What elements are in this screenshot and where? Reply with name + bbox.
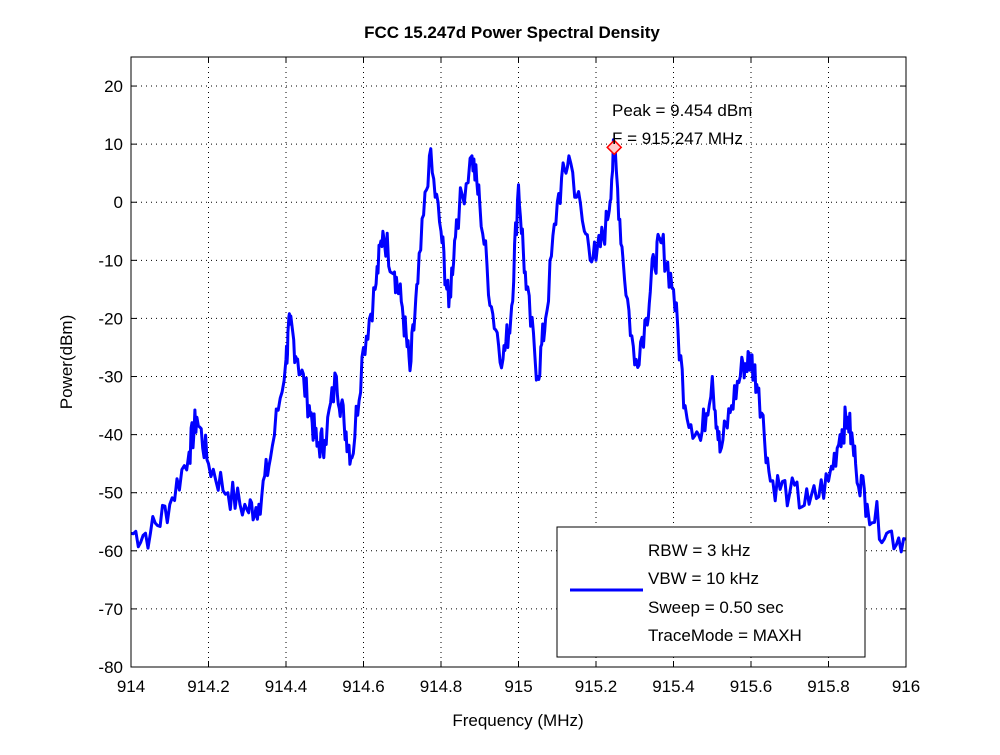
x-tick-label: 914 [117,677,145,696]
x-tick-label: 914.4 [265,677,308,696]
legend-entry-sweep: Sweep = 0.50 sec [648,598,784,617]
y-tick-label: -60 [98,542,123,561]
y-tick-label: -70 [98,600,123,619]
legend-entry-vbw: VBW = 10 kHz [648,569,759,588]
y-tick-label: 20 [104,77,123,96]
chart-title: FCC 15.247d Power Spectral Density [364,23,660,42]
x-tick-label: 914.6 [342,677,385,696]
y-tick-label: -80 [98,658,123,677]
x-tick-label: 914.8 [420,677,463,696]
legend: RBW = 3 kHz VBW = 10 kHz Sweep = 0.50 se… [556,526,866,658]
x-tick-label: 915.8 [807,677,850,696]
trace-line [130,138,907,554]
y-tick-label: -10 [98,251,123,270]
legend-entry-tracemode: TraceMode = MAXH [648,626,802,645]
x-tick-label: 915.2 [575,677,618,696]
x-tick-label: 914.2 [187,677,230,696]
peak-marker [606,139,623,156]
legend-box [556,526,866,658]
y-tick-label: -50 [98,484,123,503]
y-tick-label: -30 [98,368,123,387]
y-axis-label: Power(dBm) [57,315,76,409]
legend-entry-rbw: RBW = 3 kHz [648,541,751,560]
y-tick-label: 10 [104,135,123,154]
x-tick-label: 915.4 [652,677,695,696]
x-tick-label: 915 [504,677,532,696]
x-tick-label: 915.6 [730,677,773,696]
y-tick-label: -20 [98,309,123,328]
y-tick-label: -40 [98,426,123,445]
peak-power-label: Peak = 9.454 dBm [612,101,752,120]
y-tick-label: 0 [114,193,123,212]
x-axis-label: Frequency (MHz) [452,711,583,730]
axes-box [130,56,907,668]
peak-frequency-label: F = 915.247 MHz [612,129,743,148]
x-tick-label: 916 [892,677,920,696]
